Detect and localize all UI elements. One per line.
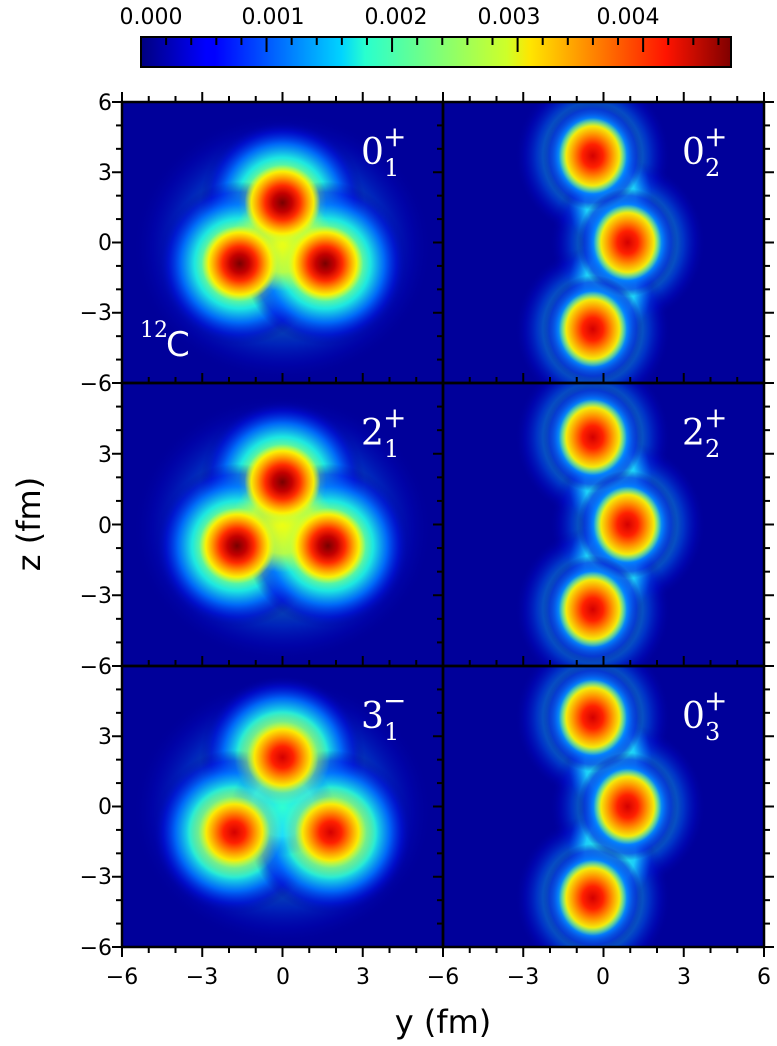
colorbar-tick-labels: 0.000 0.001 0.002 0.003 0.004 — [120, 5, 660, 30]
state-label-j: 2 — [361, 413, 384, 454]
colorbar-label-2: 0.002 — [365, 5, 428, 30]
x-axis-tick-labels: −6 −3 0 3 −6 −3 0 3 6 — [106, 965, 771, 990]
state-label-index: 3 — [705, 718, 720, 746]
state-label-index: 1 — [384, 718, 399, 746]
y-axis-title: z (fm) — [10, 477, 48, 571]
state-label-j: 0 — [682, 132, 705, 173]
colorbar-label-4: 0.004 — [597, 5, 660, 30]
state-label-j: 0 — [361, 132, 384, 173]
y-tick-labels-row-2: 3 0 −3 −6 — [80, 443, 112, 680]
state-label-parity: + — [383, 120, 406, 153]
state-label-parity: + — [383, 401, 406, 434]
density-panel — [122, 102, 443, 383]
density-panel — [443, 666, 764, 947]
y-tick-label: −6 — [80, 936, 112, 961]
state-label-index: 1 — [384, 435, 399, 463]
density-panel — [122, 383, 443, 666]
x-tick-label: 3 — [356, 965, 370, 990]
nucleus-label: 12 C — [140, 318, 190, 365]
colorbar-ticks — [165, 38, 720, 52]
state-label-index: 2 — [705, 154, 720, 182]
state-label-index: 1 — [384, 154, 399, 182]
x-tick-label: 3 — [677, 965, 691, 990]
state-label: 0 2+ — [682, 120, 727, 182]
colorbar: 0.000 0.001 0.002 0.003 0.004 — [120, 5, 732, 68]
y-tick-label: 3 — [98, 443, 112, 468]
y-tick-label: 3 — [98, 161, 112, 186]
y-tick-label: −6 — [80, 655, 112, 680]
y-tick-labels-row-3: 3 0 −3 −6 — [80, 725, 112, 961]
x-tick-label: 0 — [276, 965, 290, 990]
x-axis-title: y (fm) — [395, 1003, 492, 1041]
y-tick-label: −3 — [80, 301, 112, 326]
x-tick-label: 0 — [596, 965, 610, 990]
state-label-j: 0 — [682, 696, 705, 737]
state-label: 2 2+ — [682, 401, 727, 463]
density-panel — [443, 383, 764, 666]
nucleus-symbol: C — [166, 325, 190, 365]
x-tick-label: −3 — [507, 965, 539, 990]
state-label-parity: + — [704, 401, 727, 434]
state-labels: 0 1+ 0 2+2 1+ 2 2+3 1− 0 3+ — [361, 120, 727, 746]
nucleus-mass-number: 12 — [140, 318, 168, 343]
x-tick-label: −6 — [427, 965, 459, 990]
y-tick-label: −6 — [80, 372, 112, 397]
state-label-j: 2 — [682, 413, 705, 454]
state-label: 0 1+ — [361, 120, 406, 182]
colorbar-gradient — [140, 36, 732, 68]
state-label: 3 1− — [361, 684, 406, 746]
axes — [112, 92, 774, 957]
state-label: 2 1+ — [361, 401, 406, 463]
y-tick-label: 3 — [98, 725, 112, 750]
y-tick-label: 6 — [98, 91, 112, 116]
x-tick-label: −6 — [106, 965, 138, 990]
state-label-j: 3 — [361, 696, 384, 737]
density-panel — [122, 666, 443, 947]
y-tick-label: 0 — [98, 795, 112, 820]
y-axis-tick-labels: 6 3 0 −3 −6 3 0 −3 −6 3 0 −3 −6 — [80, 91, 112, 961]
y-tick-label: 0 — [98, 231, 112, 256]
density-panels — [122, 102, 764, 947]
y-tick-label: 0 — [98, 514, 112, 539]
y-tick-labels-row-1: 6 3 0 −3 −6 — [80, 91, 112, 397]
state-label-index: 2 — [705, 435, 720, 463]
x-tick-label: −3 — [186, 965, 218, 990]
colorbar-label-3: 0.003 — [478, 5, 541, 30]
colorbar-label-1: 0.001 — [242, 5, 305, 30]
y-tick-label: −3 — [80, 584, 112, 609]
colorbar-label-0: 0.000 — [120, 5, 183, 30]
state-label: 0 3+ — [682, 684, 727, 746]
density-panel — [443, 102, 764, 383]
state-label-parity: + — [704, 120, 727, 153]
state-label-parity: − — [383, 684, 406, 717]
x-tick-label: 6 — [757, 965, 771, 990]
y-tick-label: −3 — [80, 865, 112, 890]
state-label-parity: + — [704, 684, 727, 717]
